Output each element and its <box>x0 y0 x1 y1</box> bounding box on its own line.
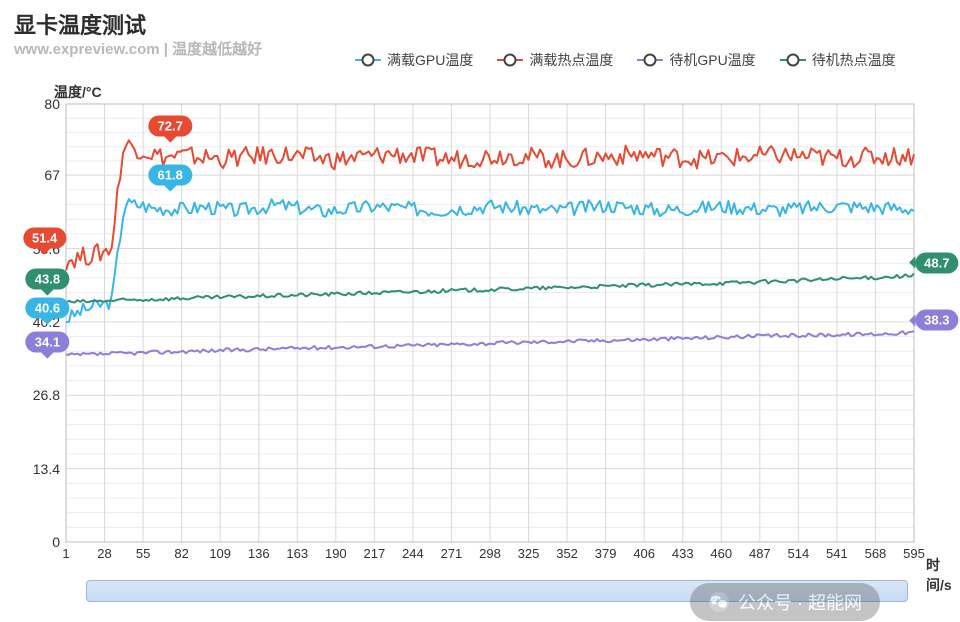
x-tick-label: 514 <box>788 542 810 561</box>
x-tick-label: 460 <box>710 542 732 561</box>
x-tick-label: 298 <box>479 542 501 561</box>
value-callout: 38.3 <box>915 310 958 331</box>
legend-marker <box>355 53 381 67</box>
chart-svg <box>66 104 914 542</box>
x-tick-label: 352 <box>556 542 578 561</box>
legend-label: 满载GPU温度 <box>387 50 473 70</box>
x-tick-label: 541 <box>826 542 848 561</box>
legend-item[interactable]: 满载GPU温度 <box>355 50 473 70</box>
legend-item[interactable]: 待机GPU温度 <box>637 50 755 70</box>
x-tick-label: 1 <box>62 542 69 561</box>
value-callout: 72.7 <box>149 115 192 136</box>
y-tick-label: 26.8 <box>33 387 66 403</box>
x-tick-label: 406 <box>633 542 655 561</box>
x-tick-label: 163 <box>286 542 308 561</box>
wechat-icon <box>708 591 730 613</box>
y-tick-label: 13.4 <box>33 461 66 477</box>
value-callout: 61.8 <box>149 165 192 186</box>
x-tick-label: 28 <box>97 542 111 561</box>
x-axis-title: 时间/s <box>926 555 960 595</box>
y-tick-label: 80 <box>44 96 66 112</box>
x-tick-label: 271 <box>441 542 463 561</box>
value-callout: 40.6 <box>26 297 69 318</box>
x-tick-label: 379 <box>595 542 617 561</box>
value-callout: 51.4 <box>23 228 66 249</box>
legend-marker <box>637 53 663 67</box>
x-tick-label: 82 <box>174 542 188 561</box>
legend-item[interactable]: 待机热点温度 <box>780 50 896 70</box>
x-tick-label: 244 <box>402 542 424 561</box>
x-tick-label: 55 <box>136 542 150 561</box>
chart-subtitle: www.expreview.com | 温度越低越好 <box>14 38 262 59</box>
x-tick-label: 568 <box>865 542 887 561</box>
x-tick-label: 487 <box>749 542 771 561</box>
legend-label: 待机热点温度 <box>812 50 896 70</box>
y-tick-label: 67 <box>44 167 66 183</box>
legend-marker <box>497 53 523 67</box>
legend: 满载GPU温度 满载热点温度 待机GPU温度 待机热点温度 <box>355 50 896 70</box>
value-callout: 48.7 <box>915 252 958 273</box>
value-callout: 43.8 <box>26 269 69 290</box>
x-tick-label: 433 <box>672 542 694 561</box>
x-tick-label: 136 <box>248 542 270 561</box>
watermark-badge: 公众号 · 超能网 <box>690 583 880 621</box>
watermark-text: 公众号 · 超能网 <box>738 589 862 615</box>
legend-label: 满载热点温度 <box>529 50 613 70</box>
x-tick-label: 217 <box>364 542 386 561</box>
legend-item[interactable]: 满载热点温度 <box>497 50 613 70</box>
x-tick-label: 109 <box>209 542 231 561</box>
x-tick-label: 325 <box>518 542 540 561</box>
x-tick-label: 595 <box>903 542 925 561</box>
value-callout: 34.1 <box>26 332 69 353</box>
chart-title: 显卡温度测试 <box>14 8 146 40</box>
chart-plot-area: 013.426.840.253.667801285582109136163190… <box>66 104 914 542</box>
legend-marker <box>780 53 806 67</box>
legend-label: 待机GPU温度 <box>669 50 755 70</box>
x-tick-label: 190 <box>325 542 347 561</box>
